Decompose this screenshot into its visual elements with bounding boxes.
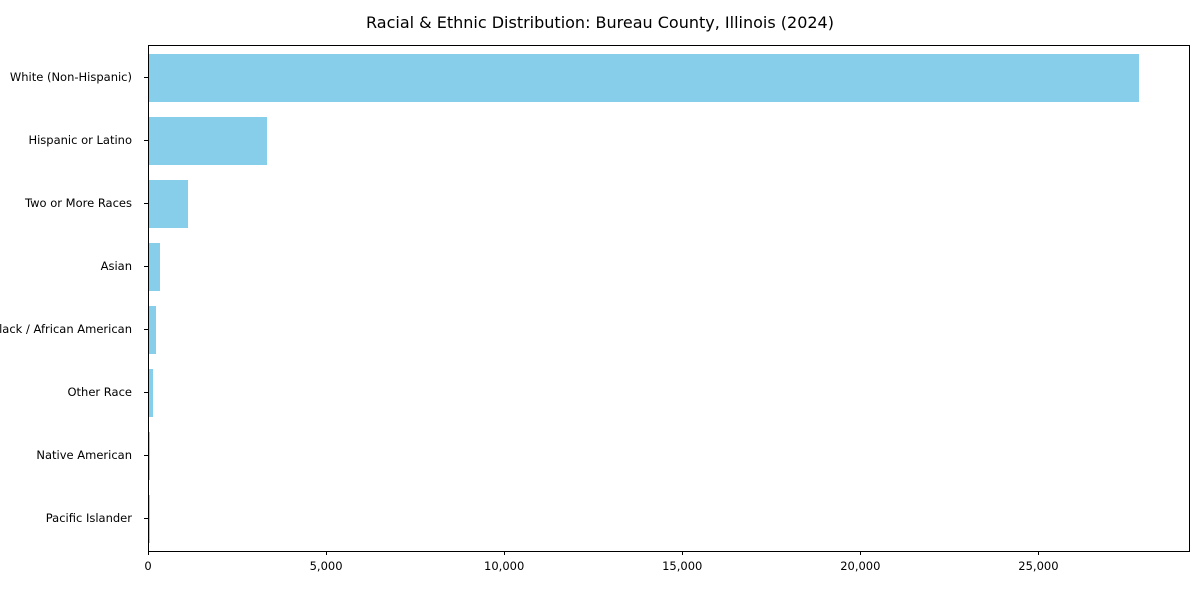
bar [149,53,1140,102]
y-axis-label: Black / African American [0,322,132,337]
y-axis-label: White (Non-Hispanic) [9,69,132,84]
chart-title: Racial & Ethnic Distribution: Bureau Cou… [366,13,834,32]
bar [149,432,151,481]
x-tick-label: 5,000 [309,559,343,573]
bar [149,116,267,165]
y-axis-labels: White (Non-Hispanic) Hispanic or Latino Tw… [0,45,140,550]
y-axis-label: Other Race [67,385,133,400]
y-axis-label: Native American [36,448,132,463]
bar [149,369,153,418]
y-axis-label: Hispanic or Latino [28,132,132,147]
x-tick-label: 0 [144,559,152,573]
x-tick-label: 15,000 [662,559,703,573]
plot-area [148,45,1190,552]
y-axis-label: Asian [100,258,132,273]
y-axis-label: Two or More Races [25,195,132,210]
x-tick-label: 10,000 [484,559,525,573]
x-tick-label: 25,000 [1018,559,1059,573]
bar [149,179,189,228]
bar [149,306,157,355]
bar [149,242,161,291]
y-axis-label: Pacific Islander [45,511,132,526]
x-tick-label: 20,000 [840,559,881,573]
